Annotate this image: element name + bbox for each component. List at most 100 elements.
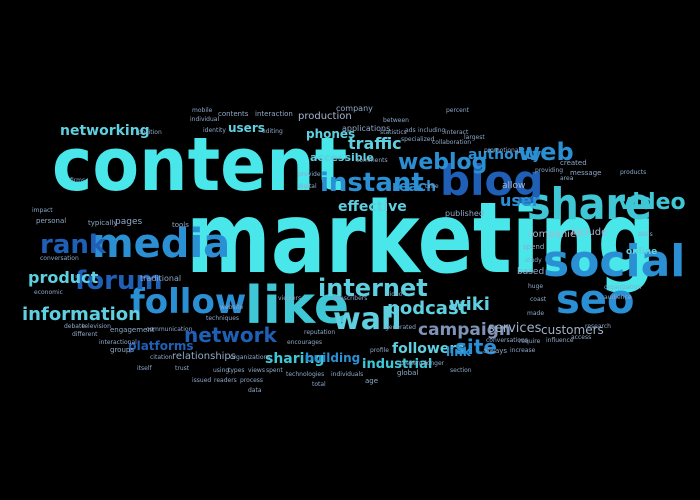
word-traditional: traditional bbox=[140, 274, 182, 283]
word-phones: phones bbox=[306, 127, 356, 141]
word-identity: identity bbox=[203, 127, 226, 134]
word-skills: skills bbox=[638, 231, 653, 238]
word-followers: followers bbox=[392, 341, 465, 357]
word-section: section bbox=[450, 367, 472, 374]
word-firms: firms bbox=[70, 177, 86, 184]
word-company: company bbox=[336, 104, 373, 113]
word-time: time bbox=[425, 183, 439, 190]
word-provide: provide bbox=[298, 171, 321, 178]
word-increase: increase bbox=[510, 347, 536, 354]
word-comments: comments bbox=[356, 157, 388, 164]
word-weblog: weblog bbox=[398, 150, 488, 175]
word-presence: presence bbox=[400, 360, 428, 367]
word-services: services bbox=[488, 321, 542, 336]
word-video: video bbox=[618, 190, 686, 215]
word-published: published bbox=[445, 209, 484, 218]
word-production: production bbox=[298, 111, 352, 122]
word-organizations: organizations bbox=[230, 354, 271, 361]
word-age: age bbox=[365, 377, 379, 385]
word-technologies: technologies bbox=[286, 371, 325, 378]
word-groups: groups bbox=[110, 346, 134, 354]
word-campaign: campaign bbox=[418, 320, 512, 340]
word-network: network bbox=[184, 323, 277, 347]
word-audience: audience bbox=[604, 294, 632, 301]
word-individual: individual bbox=[190, 116, 220, 123]
word-like: like bbox=[245, 276, 350, 336]
word-seo: seo bbox=[556, 277, 635, 323]
word-spend: spend bbox=[523, 243, 545, 251]
word-pages: pages bbox=[115, 217, 143, 227]
word-follow: follow bbox=[130, 282, 247, 322]
word-engagement: engagement bbox=[110, 326, 155, 334]
word-products: products bbox=[620, 169, 647, 176]
word-data: data bbox=[248, 387, 262, 394]
word-mobile: mobile bbox=[192, 107, 213, 114]
word-typically: typically bbox=[88, 219, 118, 227]
word-based: based bbox=[517, 267, 545, 277]
word-instant: instant bbox=[320, 168, 424, 198]
word-longer: longer bbox=[425, 360, 445, 367]
word-conversations: conversations bbox=[486, 337, 528, 344]
word-accessible: accessible bbox=[310, 151, 374, 164]
word-individuals: individuals bbox=[331, 371, 364, 378]
word-conversation: conversation bbox=[40, 255, 79, 262]
word-include: include bbox=[571, 227, 608, 238]
word-online: online bbox=[626, 247, 658, 257]
word-study: study bbox=[525, 257, 542, 264]
word-personal: personal bbox=[36, 217, 67, 225]
word-rank: rank bbox=[40, 230, 107, 260]
word-impact: impact bbox=[32, 207, 53, 214]
word-statistics: statistics bbox=[380, 129, 407, 136]
word-coast: coast bbox=[530, 296, 547, 303]
word-including: including bbox=[418, 127, 446, 134]
word-types: types bbox=[228, 367, 245, 374]
word-viewers: viewers bbox=[278, 295, 302, 302]
word-total: total bbox=[312, 381, 326, 388]
word-traffic: traffic bbox=[348, 134, 402, 153]
word-sharing: sharing bbox=[265, 351, 325, 367]
word-access: access bbox=[571, 334, 592, 341]
word-users: users bbox=[228, 121, 265, 135]
word-podcast: podcast bbox=[387, 298, 468, 319]
word-interact: interact bbox=[445, 129, 469, 136]
word-reputation: reputation bbox=[304, 329, 336, 336]
word-internet: internet bbox=[318, 274, 428, 302]
word-process: process bbox=[240, 377, 264, 384]
word-blog: blog bbox=[440, 156, 544, 205]
word-ads: ads bbox=[405, 127, 416, 134]
word-different: different bbox=[72, 331, 98, 338]
word-readers: readers bbox=[214, 377, 237, 384]
word-authority: authority bbox=[468, 147, 542, 163]
word-interaction: interaction bbox=[255, 110, 293, 118]
word-message: message bbox=[570, 169, 602, 177]
word-encourages: encourages bbox=[287, 339, 323, 346]
word-applications: applications bbox=[342, 124, 391, 133]
word-global: global bbox=[397, 369, 419, 377]
word-techniques: techniques bbox=[206, 315, 240, 322]
word-information: information bbox=[22, 304, 141, 325]
word-providing: providing bbox=[535, 167, 564, 174]
word-digital: digital bbox=[298, 183, 317, 190]
word-marketing: marketing bbox=[186, 182, 656, 296]
word-media: media bbox=[92, 221, 231, 267]
word-interactional: interactional bbox=[99, 339, 137, 346]
word-platforms: platforms bbox=[128, 339, 194, 353]
word-views: views bbox=[248, 367, 265, 374]
word-content: content bbox=[52, 122, 348, 208]
word-position: position bbox=[138, 129, 162, 136]
word-huge: huge bbox=[528, 283, 544, 290]
word-subscribers: subscribers bbox=[333, 295, 368, 302]
word-relationships: relationships bbox=[172, 351, 236, 362]
word-economic: economic bbox=[34, 289, 63, 296]
word-social: social bbox=[543, 236, 686, 287]
word-debate: debate bbox=[64, 323, 86, 330]
word-influence: influence bbox=[546, 337, 574, 344]
word-citation: citation bbox=[150, 354, 173, 361]
word-industrial: industrial bbox=[362, 357, 433, 372]
word-trust: trust bbox=[175, 365, 190, 372]
word-link: link bbox=[446, 345, 471, 359]
word-made: made bbox=[527, 310, 545, 317]
word-promotional: promotional bbox=[484, 147, 521, 154]
word-forum: forum bbox=[75, 266, 163, 296]
